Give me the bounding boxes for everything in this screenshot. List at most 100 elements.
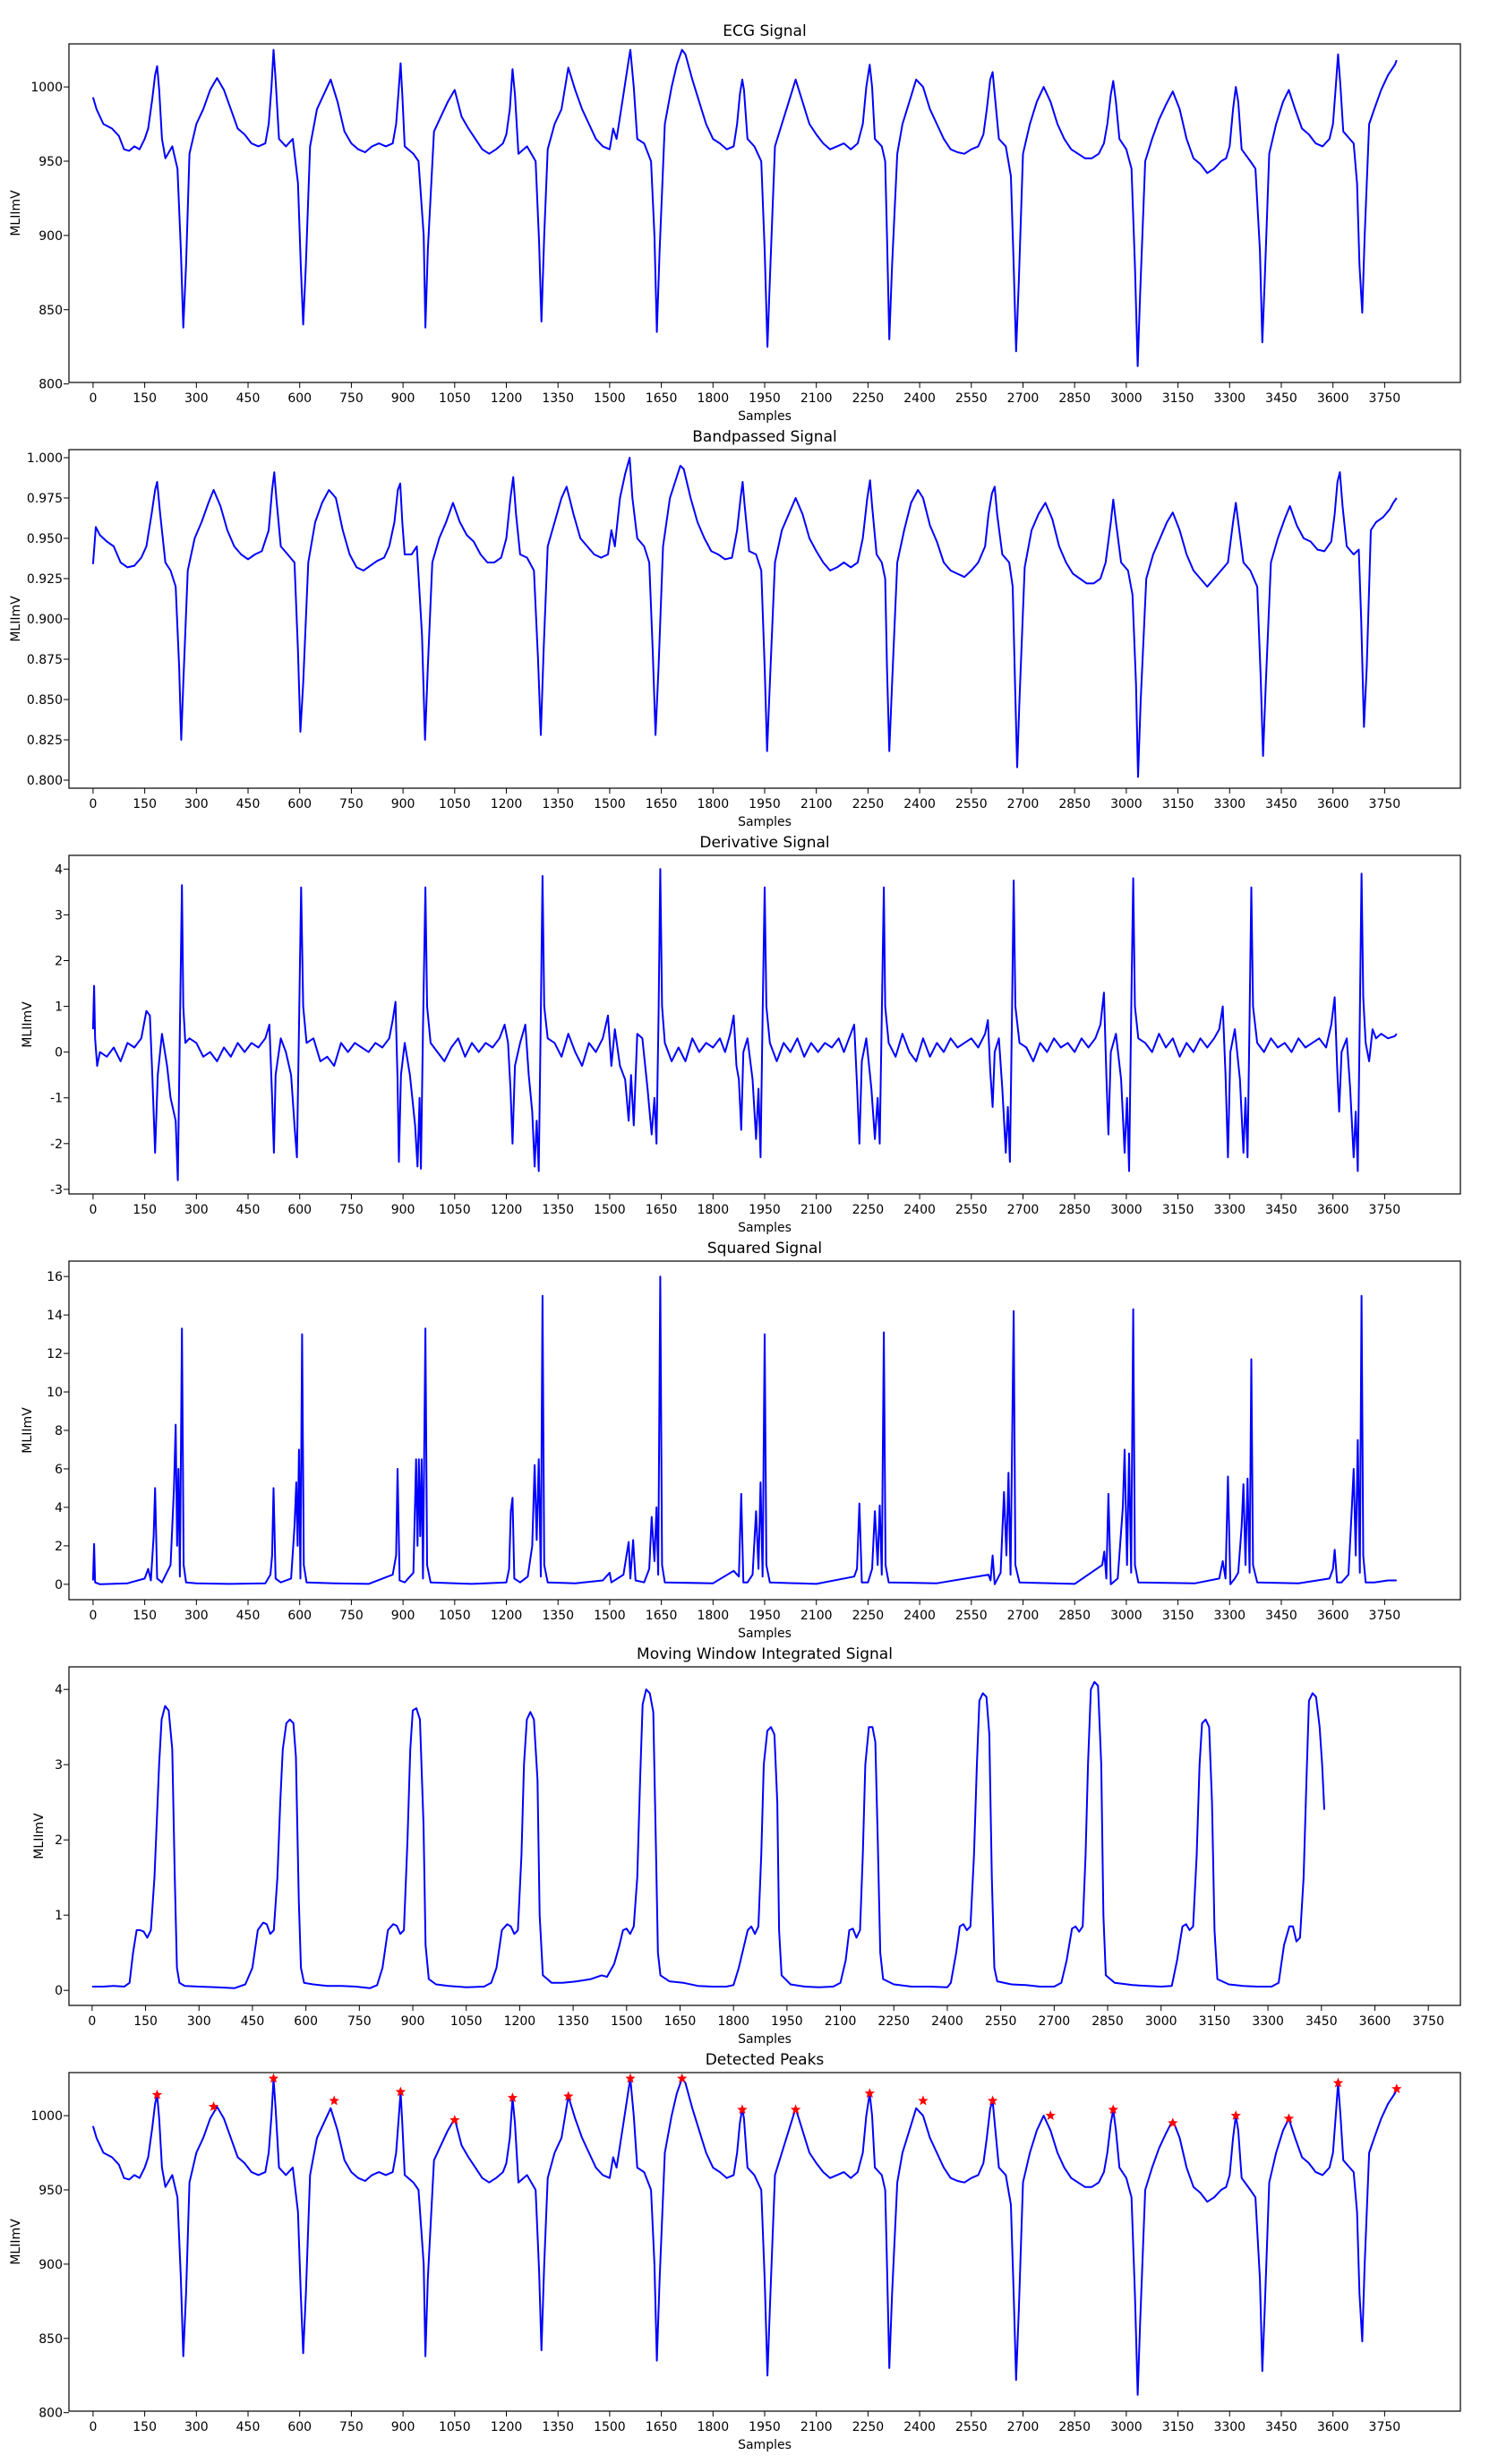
x-tick-label: 2400 bbox=[931, 2014, 963, 2029]
y-axis-label: MLIImV bbox=[21, 1407, 35, 1454]
chart-title: Derivative Signal bbox=[699, 834, 829, 852]
y-tick-label: -3 bbox=[50, 1183, 63, 1198]
x-tick-label: 2700 bbox=[1039, 2014, 1071, 2029]
peak-marker bbox=[329, 2095, 339, 2106]
x-tick-label: 150 bbox=[133, 2420, 157, 2434]
x-tick-label: 1800 bbox=[697, 1609, 729, 1623]
x-tick-label: 2400 bbox=[903, 2420, 936, 2434]
x-tick-label: 2250 bbox=[852, 2420, 885, 2434]
peak-marker bbox=[1391, 2083, 1402, 2094]
y-tick-label: 0.975 bbox=[27, 492, 63, 506]
y-tick-label: 1000 bbox=[30, 2109, 63, 2124]
x-tick-label: 600 bbox=[294, 2014, 318, 2029]
x-tick-label: 450 bbox=[236, 1203, 261, 1217]
chart-title: ECG Signal bbox=[723, 22, 806, 40]
x-tick-label: 2400 bbox=[903, 391, 936, 406]
x-tick-label: 300 bbox=[184, 1609, 209, 1623]
x-tick-label: 2400 bbox=[903, 1609, 936, 1623]
x-tick-label: 1500 bbox=[594, 2420, 626, 2434]
x-tick-label: 1350 bbox=[542, 1203, 574, 1217]
x-axis-label: Samples bbox=[738, 1221, 792, 1235]
y-tick-label: 2 bbox=[55, 1833, 63, 1848]
x-tick-label: 0 bbox=[89, 1203, 97, 1217]
peak-marker bbox=[268, 2073, 279, 2083]
x-tick-label: 1050 bbox=[439, 2420, 471, 2434]
x-tick-label: 1050 bbox=[439, 1609, 471, 1623]
x-axis-label: Samples bbox=[738, 1627, 792, 1641]
y-tick-label: 850 bbox=[39, 304, 63, 318]
y-axis-label: MLIImV bbox=[9, 596, 23, 642]
x-tick-label: 3150 bbox=[1162, 1203, 1194, 1217]
x-tick-label: 3150 bbox=[1162, 2420, 1194, 2434]
x-tick-label: 1050 bbox=[439, 391, 471, 406]
y-tick-label: 3 bbox=[55, 908, 63, 923]
x-tick-label: 1350 bbox=[542, 1609, 574, 1623]
x-axis-label: Samples bbox=[738, 2438, 792, 2452]
y-tick-label: 1000 bbox=[30, 81, 63, 95]
y-tick-label: 950 bbox=[39, 2184, 63, 2198]
chart-title: Detected Peaks bbox=[706, 2051, 825, 2069]
x-tick-label: 2550 bbox=[955, 2420, 988, 2434]
x-tick-label: 3750 bbox=[1412, 2014, 1444, 2029]
y-tick-label: 900 bbox=[39, 229, 63, 244]
x-tick-label: 2250 bbox=[852, 391, 885, 406]
signal-line bbox=[91, 48, 1398, 367]
x-axis-label: Samples bbox=[738, 409, 792, 424]
x-tick-label: 3150 bbox=[1162, 797, 1194, 811]
y-tick-label: 0.925 bbox=[27, 572, 63, 587]
x-tick-label: 2850 bbox=[1058, 391, 1091, 406]
y-tick-label: 1 bbox=[55, 1000, 63, 1015]
y-tick-label: 0 bbox=[55, 1046, 63, 1060]
x-tick-label: 3450 bbox=[1265, 1609, 1297, 1623]
x-tick-label: 3600 bbox=[1317, 1203, 1349, 1217]
x-axis-label: Samples bbox=[738, 815, 792, 829]
x-tick-label: 1950 bbox=[749, 1203, 781, 1217]
y-tick-label: 1 bbox=[55, 1909, 63, 1923]
y-tick-label: 10 bbox=[47, 1386, 63, 1400]
x-tick-label: 600 bbox=[287, 391, 312, 406]
peak-marker bbox=[507, 2092, 518, 2102]
chart-title: Bandpassed Signal bbox=[692, 428, 836, 446]
chart-panel-6: Detected Peaks 0 150 300 450 600 750 900 1050 120… bbox=[9, 2051, 1461, 2452]
x-tick-label: 1800 bbox=[697, 797, 729, 811]
x-tick-label: 3000 bbox=[1145, 2014, 1177, 2029]
x-tick-label: 2100 bbox=[800, 1609, 833, 1623]
x-tick-label: 450 bbox=[236, 797, 261, 811]
x-tick-label: 2850 bbox=[1058, 797, 1091, 811]
x-tick-label: 900 bbox=[391, 391, 415, 406]
x-tick-label: 3300 bbox=[1213, 391, 1245, 406]
y-tick-label: 0 bbox=[55, 1578, 63, 1593]
peak-marker bbox=[208, 2101, 219, 2111]
x-tick-label: 450 bbox=[236, 1609, 261, 1623]
x-tick-label: 1950 bbox=[749, 391, 781, 406]
x-tick-label: 1050 bbox=[439, 797, 471, 811]
x-tick-label: 300 bbox=[184, 2420, 209, 2434]
peak-marker bbox=[1108, 2104, 1118, 2115]
x-tick-label: 150 bbox=[133, 1609, 157, 1623]
peak-marker bbox=[625, 2073, 636, 2083]
x-tick-label: 2100 bbox=[800, 797, 833, 811]
x-tick-label: 3300 bbox=[1213, 1609, 1245, 1623]
x-tick-label: 3750 bbox=[1369, 1609, 1401, 1623]
x-tick-label: 3150 bbox=[1162, 391, 1194, 406]
x-tick-label: 1950 bbox=[749, 1609, 781, 1623]
x-tick-label: 900 bbox=[391, 2420, 415, 2434]
signal-line bbox=[91, 2077, 1398, 2396]
x-tick-label: 1200 bbox=[504, 2014, 536, 2029]
y-axis-label: MLIImV bbox=[32, 1813, 47, 1859]
x-tick-label: 3000 bbox=[1110, 1203, 1143, 1217]
x-tick-label: 1650 bbox=[646, 1609, 678, 1623]
x-tick-label: 1950 bbox=[749, 797, 781, 811]
x-tick-label: 1050 bbox=[439, 1203, 471, 1217]
chart-title: Moving Window Integrated Signal bbox=[637, 1645, 893, 1663]
x-tick-label: 1950 bbox=[749, 2420, 781, 2434]
y-tick-label: 6 bbox=[55, 1463, 63, 1477]
signal-line bbox=[91, 1275, 1397, 1585]
x-tick-label: 1200 bbox=[491, 2420, 523, 2434]
x-tick-label: 1200 bbox=[491, 1609, 523, 1623]
signal-line bbox=[91, 868, 1398, 1181]
x-tick-label: 3600 bbox=[1317, 797, 1349, 811]
x-tick-label: 3000 bbox=[1110, 797, 1143, 811]
x-tick-label: 3750 bbox=[1369, 391, 1401, 406]
